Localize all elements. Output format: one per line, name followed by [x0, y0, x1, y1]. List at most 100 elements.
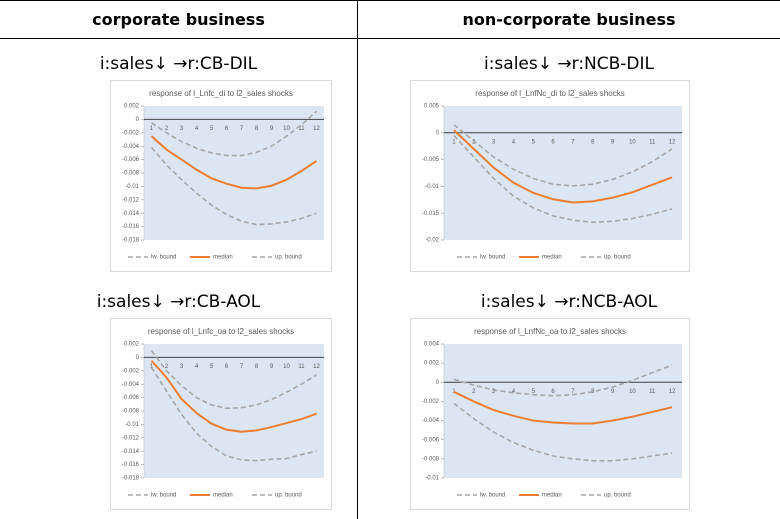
- x-tick-label: 1: [452, 139, 456, 145]
- legend-label: up. bound: [604, 255, 631, 261]
- y-tick-label: 0.002: [424, 361, 440, 367]
- legend-label: lw. bound: [151, 493, 176, 499]
- y-tick-label: -0.016: [122, 224, 140, 230]
- legend-label: lw. bound: [480, 255, 505, 261]
- y-tick-label: 0: [136, 355, 140, 361]
- x-tick-label: 12: [313, 364, 320, 370]
- y-tick-label: -0.004: [422, 418, 440, 424]
- x-tick-label: 1: [150, 364, 154, 370]
- series-line: [150, 147, 317, 226]
- x-tick-label: 7: [571, 139, 575, 145]
- y-tick-label: -0.014: [122, 211, 140, 217]
- x-tick-label: 6: [551, 139, 555, 145]
- panel-heading: i:sales↓ →r:CB-AOL: [96, 292, 261, 312]
- x-tick-label: 8: [255, 126, 259, 132]
- series-line: [453, 364, 673, 397]
- x-tick-label: 3: [492, 389, 496, 395]
- series-line: [453, 134, 673, 224]
- y-tick-label: -0.02: [425, 238, 439, 244]
- y-tick-label: -0.018: [122, 238, 140, 244]
- y-tick-label: -0.004: [122, 144, 140, 150]
- series-line: [150, 360, 317, 433]
- legend-label: median: [542, 255, 562, 261]
- table-border: [0, 38, 780, 39]
- y-tick-label: 0: [136, 117, 140, 123]
- y-tick-label: -0.006: [122, 395, 140, 401]
- x-tick-label: 4: [512, 139, 516, 145]
- y-tick-label: 0.004: [424, 342, 440, 348]
- series-line: [150, 367, 317, 462]
- x-tick-label: 11: [649, 139, 656, 145]
- y-tick-label: -0.01: [125, 184, 139, 190]
- y-tick-label: -0.01: [125, 422, 139, 428]
- y-tick-label: -0.002: [122, 368, 140, 374]
- x-tick-label: 9: [611, 139, 615, 145]
- y-tick-label: -0.006: [422, 437, 440, 443]
- y-tick-label: -0.016: [122, 462, 140, 468]
- chart: response of l_LnfNc_oa to l2_sales shock…: [410, 318, 690, 510]
- y-tick-label: -0.008: [422, 456, 440, 462]
- chart-title: response of l_LnfNc_di to l2_sales shock…: [475, 89, 624, 98]
- chart-title: response of l_LnfNc_oa to l2_sales shock…: [474, 327, 626, 336]
- x-tick-label: 2: [165, 126, 169, 132]
- x-tick-label: 3: [180, 364, 184, 370]
- x-tick-label: 9: [270, 364, 274, 370]
- legend-label: median: [213, 255, 233, 261]
- column-header: non-corporate business: [462, 10, 676, 29]
- y-tick-label: -0.008: [122, 409, 140, 415]
- x-tick-label: 3: [492, 139, 496, 145]
- legend-label: median: [542, 493, 562, 499]
- x-tick-label: 12: [313, 126, 320, 132]
- y-tick-label: -0.008: [122, 171, 140, 177]
- y-tick-label: -0.015: [422, 211, 440, 217]
- y-tick-label: -0.004: [122, 382, 140, 388]
- chart-title: response of l_Lnfc_di to l2_sales shocks: [149, 89, 293, 98]
- x-tick-label: 11: [298, 364, 305, 370]
- x-tick-label: 6: [225, 364, 229, 370]
- plot-area: [444, 344, 682, 478]
- y-tick-label: -0.005: [422, 157, 440, 163]
- x-tick-label: 1: [150, 126, 154, 132]
- legend-label: up. bound: [275, 493, 302, 499]
- y-tick-label: -0.006: [122, 157, 140, 163]
- x-tick-label: 5: [532, 139, 536, 145]
- x-tick-label: 7: [240, 126, 244, 132]
- x-tick-label: 8: [591, 389, 595, 395]
- table-border: [0, 0, 780, 1]
- y-tick-label: -0.018: [122, 476, 140, 482]
- y-tick-label: -0.002: [122, 130, 140, 136]
- x-tick-label: 2: [472, 139, 476, 145]
- x-tick-label: 11: [649, 389, 656, 395]
- series-line: [453, 402, 673, 462]
- chart-title: response of l_Lnfc_oa to l2_sales shocks: [148, 327, 294, 336]
- series-line: [453, 124, 673, 187]
- y-tick-label: 0.002: [124, 104, 140, 110]
- series-line: [453, 129, 673, 204]
- y-tick-label: -0.012: [122, 435, 140, 441]
- legend-label: up. bound: [604, 493, 631, 499]
- y-tick-label: -0.002: [422, 399, 440, 405]
- x-tick-label: 10: [629, 389, 636, 395]
- x-tick-label: 5: [210, 126, 214, 132]
- series-line: [150, 135, 318, 190]
- x-tick-label: 10: [629, 139, 636, 145]
- x-tick-label: 5: [210, 364, 214, 370]
- x-tick-label: 5: [532, 389, 536, 395]
- y-tick-label: 0.005: [424, 104, 440, 110]
- x-tick-label: 9: [270, 126, 274, 132]
- plot-area: [144, 344, 324, 478]
- y-tick-label: 0: [436, 380, 440, 386]
- x-tick-label: 9: [611, 389, 615, 395]
- chart: response of l_Lnfc_di to l2_sales shocks…: [110, 80, 332, 272]
- x-tick-label: 8: [255, 364, 259, 370]
- column-header: corporate business: [92, 10, 265, 29]
- legend-label: lw. bound: [151, 255, 176, 261]
- y-tick-label: -0.012: [122, 197, 140, 203]
- legend-label: median: [213, 493, 233, 499]
- legend-label: up. bound: [275, 255, 302, 261]
- y-tick-label: -0.01: [425, 476, 439, 482]
- table-border: [357, 0, 358, 519]
- x-tick-label: 11: [298, 126, 305, 132]
- y-tick-label: 0.002: [124, 342, 140, 348]
